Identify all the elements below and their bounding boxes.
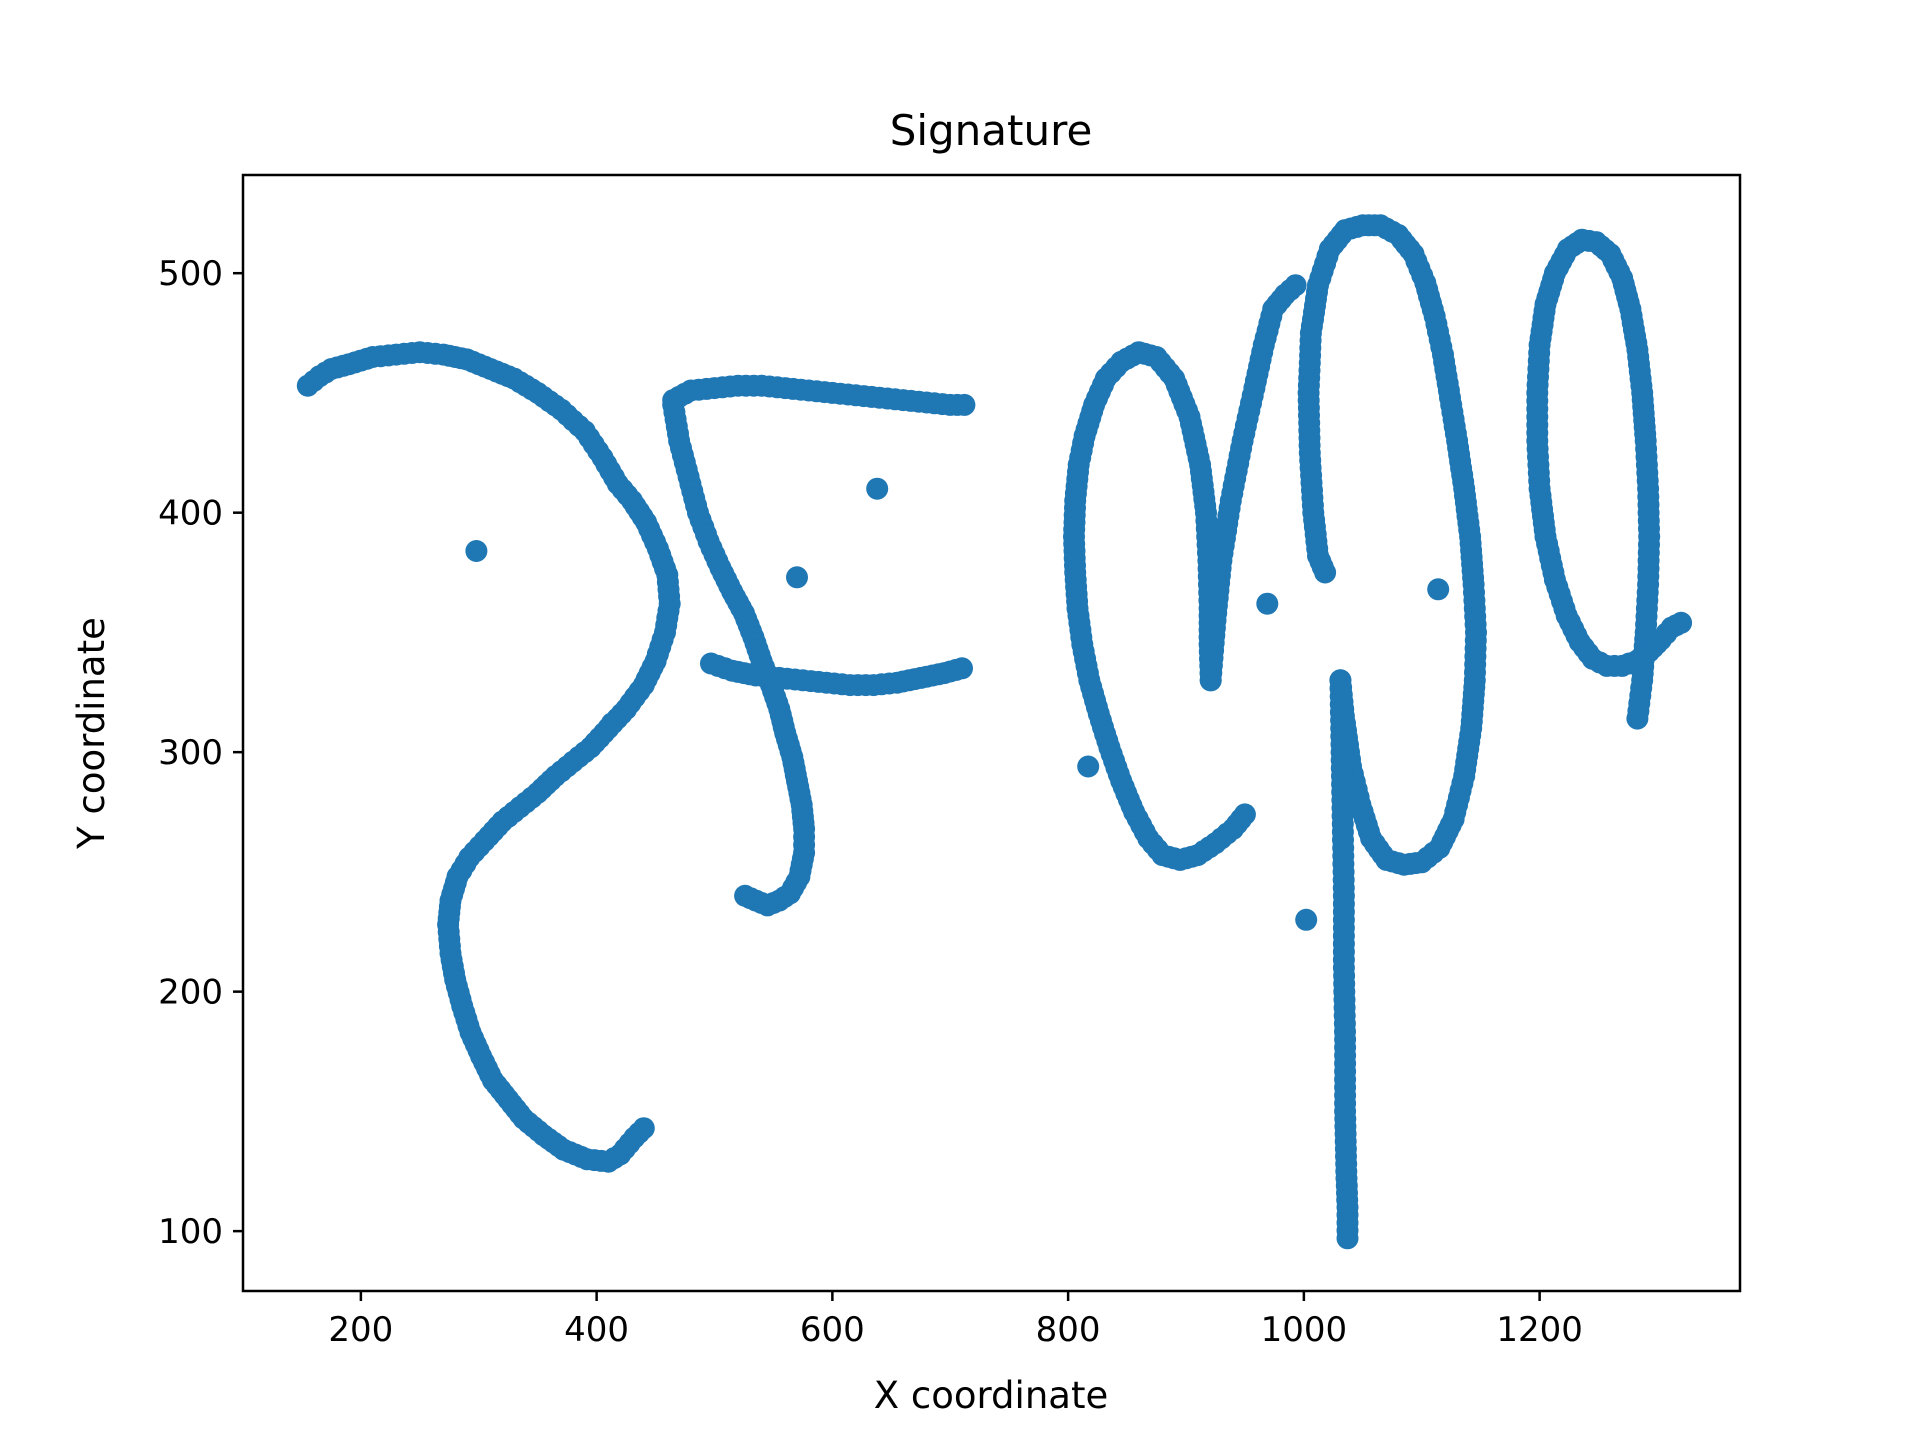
y-tick-label: 500: [158, 254, 223, 294]
y-tick-label: 200: [158, 973, 223, 1013]
plot-area: [241, 173, 1742, 1293]
scatter-point: [1256, 592, 1279, 615]
scatter-point: [632, 1117, 655, 1140]
x-tick-label: 1000: [1261, 1310, 1348, 1350]
scatter-point: [465, 540, 488, 562]
y-tick-label: 300: [158, 733, 223, 773]
y-tick-label: 100: [158, 1212, 223, 1252]
scatter-point: [1336, 1227, 1359, 1250]
y-tick-label: 400: [158, 494, 223, 534]
chart-title: Signature: [890, 106, 1093, 155]
scatter-points: [296, 214, 1693, 1250]
scatter-point: [1295, 908, 1318, 931]
x-tick-label: 1200: [1496, 1310, 1583, 1350]
x-axis: 200 400 600 800 1000 1200: [328, 1291, 1583, 1350]
scatter-point: [1427, 578, 1450, 601]
scatter-point: [953, 393, 976, 416]
x-tick-label: 800: [1036, 1310, 1101, 1350]
scatter-point: [866, 477, 889, 500]
x-tick-label: 600: [800, 1310, 865, 1350]
x-tick-label: 400: [564, 1310, 629, 1350]
scatter-point: [600, 712, 623, 735]
scatter-point: [1077, 755, 1100, 778]
scatter-point: [1284, 274, 1307, 297]
y-axis-label: Y coordinate: [70, 617, 113, 850]
scatter-point: [734, 884, 757, 907]
scatter-point: [1670, 611, 1693, 634]
x-axis-label: X coordinate: [874, 1374, 1108, 1417]
y-axis: 100 200 300 400 500: [158, 254, 243, 1252]
scatter-point: [951, 657, 973, 680]
scatter-point: [786, 566, 808, 589]
x-tick-label: 200: [328, 1310, 393, 1350]
